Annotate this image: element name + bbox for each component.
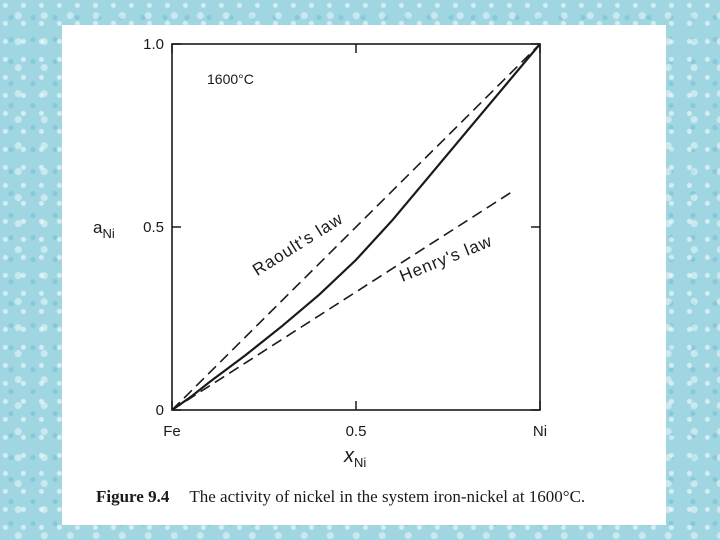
temperature-label: 1600°C <box>207 71 254 87</box>
x-axis-label: xNi <box>343 445 366 470</box>
x-axis-label-sub: Ni <box>354 455 366 470</box>
x-tick-label: Ni <box>533 423 547 440</box>
y-axis-label-sub: Ni <box>102 226 114 241</box>
y-tick-label: 1.0 <box>143 36 164 53</box>
series-group <box>171 43 541 411</box>
y-tick-label: 0.5 <box>143 219 164 236</box>
figure-panel <box>62 25 666 525</box>
y-axis-label: aNi <box>93 218 115 241</box>
activity-curve <box>171 43 541 411</box>
figure-label: Figure 9.4 <box>96 487 170 506</box>
series-annotation: Raoult's law <box>249 209 347 280</box>
ticks: Fe 0.5 Ni 0 0.5 1.0 <box>143 36 547 440</box>
series-annotation: Henry's law <box>397 231 495 285</box>
series-line-1 <box>171 43 541 411</box>
x-axis-label-main: x <box>343 445 355 467</box>
y-axis-label-main: a <box>93 218 103 237</box>
x-tick-label: 0.5 <box>346 423 367 440</box>
figure-caption: Figure 9.4 The activity of nickel in the … <box>96 487 696 507</box>
x-tick-label: Fe <box>163 423 181 440</box>
y-tick-label: 0 <box>156 402 164 419</box>
caption-text: The activity of nickel in the system iro… <box>189 487 586 506</box>
